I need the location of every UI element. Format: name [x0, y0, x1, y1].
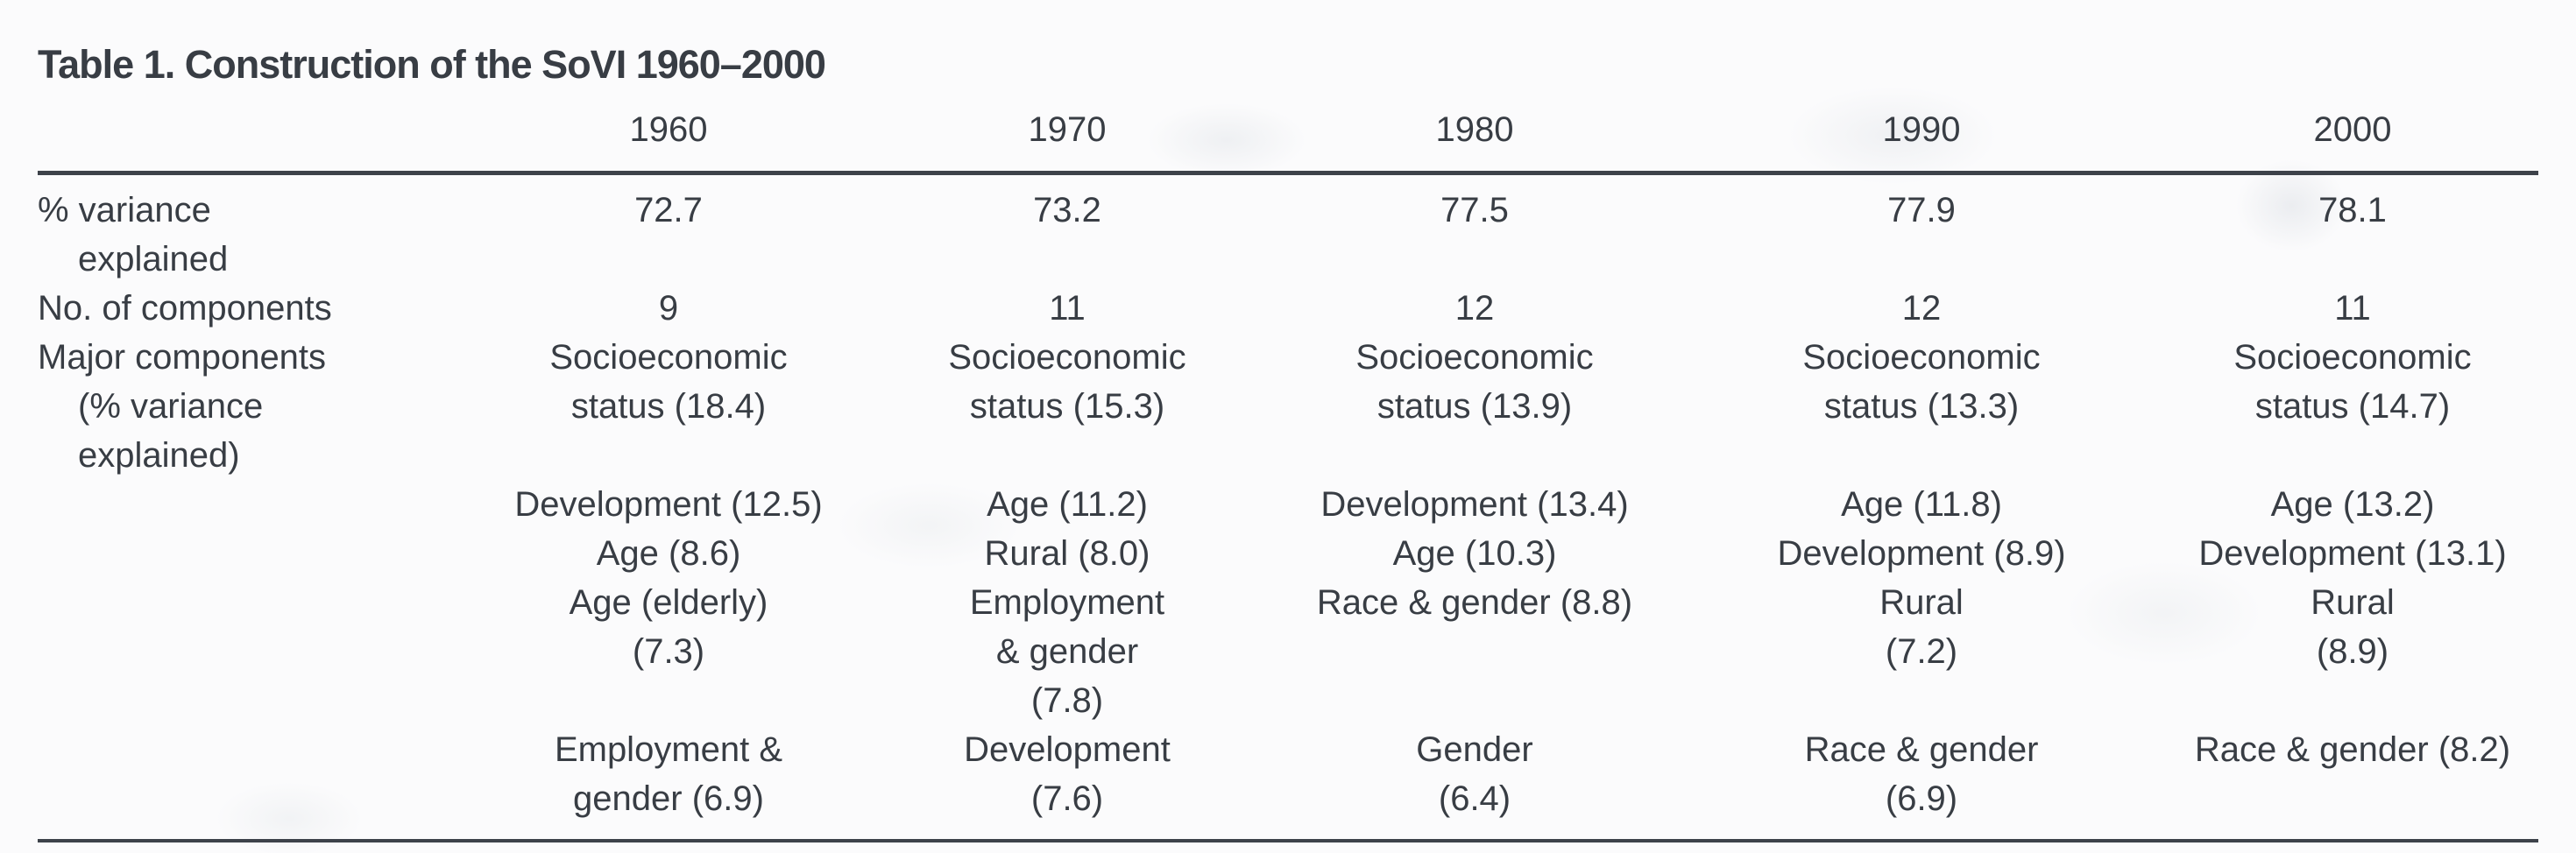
cell-2000-major-components: Socioeconomic status (14.7) Age (13.2) Deve…: [2167, 333, 2538, 842]
cell-1990-major-components: Socioeconomic status (13.3) Age (11.8) Deve…: [1676, 333, 2167, 842]
cell-line: status (13.9): [1376, 387, 1573, 426]
cell-line: (7.8): [1030, 681, 1104, 720]
cell-line: Rural: [2311, 583, 2395, 622]
cell-line: (7.3): [632, 632, 705, 671]
row-label-line: % variance: [38, 191, 211, 229]
cell-line: status (18.4): [570, 387, 767, 426]
cell-1990-variance-explained: 77.9: [1676, 173, 2167, 285]
cell-line: Development (13.4): [1320, 485, 1629, 524]
cell-2000-num-components: 11: [2167, 284, 2538, 333]
cell-line: [861, 431, 1273, 480]
cell-line: 73.2: [1033, 191, 1101, 229]
cell-line: Age (elderly): [569, 583, 768, 622]
cell-1970-major-components: Socioeconomic status (15.3) Age (11.2) Rura…: [861, 333, 1273, 842]
cell-line: (7.6): [1030, 779, 1104, 818]
cell-line: Age (13.2): [2270, 485, 2435, 524]
cell-line: Socioeconomic: [2233, 338, 2472, 377]
column-header-1970: 1970: [861, 89, 1273, 175]
cell-line: [1676, 676, 2167, 725]
row-label-line: Major components: [38, 338, 327, 377]
row-label-line: explained): [78, 436, 240, 475]
table-body: % variance explained 72.7 73.2 77.5 77.9 78.1 N…: [38, 173, 2538, 842]
cell-line: Development (12.5): [514, 485, 823, 524]
cell-line: status (13.3): [1823, 387, 2020, 426]
cell-line: Race & gender (8.2): [2194, 730, 2511, 769]
cell-1980-variance-explained: 77.5: [1273, 173, 1676, 285]
cell-line: 77.9: [1887, 191, 1956, 229]
cell-line: Development (8.9): [1777, 534, 2066, 573]
cell-line: & gender: [995, 632, 1139, 671]
sovi-table: 1960 1970 1980 1990 2000 % variance explained…: [38, 89, 2538, 842]
cell-line: [476, 676, 861, 725]
cell-line: (6.4): [1438, 779, 1511, 818]
cell-1960-variance-explained: 72.7: [476, 173, 861, 285]
cell-line: [476, 431, 861, 480]
cell-line: 78.1: [2318, 191, 2387, 229]
table-row-num-components: No. of components 9 11 12 12 11: [38, 284, 2538, 333]
cell-line: [1273, 676, 1676, 725]
cell-line: [1273, 431, 1676, 480]
cell-line: [1676, 431, 2167, 480]
cell-2000-variance-explained: 78.1: [2167, 173, 2538, 285]
cell-line: Socioeconomic: [1355, 338, 1594, 377]
row-label-line: No. of components: [38, 289, 332, 328]
cell-line: [2167, 431, 2538, 480]
header-row: 1960 1970 1980 1990 2000: [38, 89, 2538, 175]
cell-line: gender (6.9): [573, 779, 764, 818]
cell-line: [1273, 627, 1676, 676]
cell-line: Socioeconomic: [1802, 338, 2041, 377]
cell-1990-num-components: 12: [1676, 284, 2167, 333]
cell-line: Socioeconomic: [948, 338, 1186, 377]
row-label-line: (% variance: [78, 387, 264, 426]
cell-line: Race & gender: [1804, 730, 2039, 769]
cell-line: Development: [964, 730, 1171, 769]
column-header-1980: 1980: [1273, 89, 1676, 175]
cell-line: Employment: [969, 583, 1165, 622]
cell-line: Development (13.1): [2198, 534, 2507, 573]
column-header-2000: 2000: [2167, 89, 2538, 175]
row-label-variance-explained: % variance explained: [38, 173, 476, 285]
cell-line: Age (8.6): [596, 534, 741, 573]
cell-line: 12: [1454, 289, 1495, 328]
row-label-major-components: Major components (% variance explained): [38, 333, 476, 842]
cell-line: Race & gender (8.8): [1316, 583, 1633, 622]
cell-line: [2167, 676, 2538, 725]
cell-line: (7.2): [1885, 632, 1958, 671]
cell-line: (6.9): [1885, 779, 1958, 818]
table-row-major-components: Major components (% variance explained) Soc…: [38, 333, 2538, 842]
table-row-variance-explained: % variance explained 72.7 73.2 77.5 77.9 78.1: [38, 173, 2538, 285]
cell-line: Age (10.3): [1392, 534, 1557, 573]
cell-line: status (14.7): [2254, 387, 2451, 426]
cell-line: 11: [1049, 289, 1086, 328]
cell-line: Age (11.2): [987, 485, 1148, 524]
row-label-line: explained: [78, 240, 229, 278]
cell-line: Gender: [1416, 730, 1533, 769]
cell-line: Rural: [1879, 583, 1964, 622]
cell-1960-num-components: 9: [476, 284, 861, 333]
cell-line: [2167, 774, 2538, 823]
cell-line: Age (11.8): [1841, 485, 2002, 524]
cell-1980-num-components: 12: [1273, 284, 1676, 333]
cell-line: Socioeconomic: [549, 338, 788, 377]
cell-line: Employment &: [554, 730, 783, 769]
cell-line: status (15.3): [969, 387, 1165, 426]
cell-line: Rural (8.0): [984, 534, 1150, 573]
cell-line: 11: [2334, 289, 2371, 328]
cell-line: 77.5: [1440, 191, 1509, 229]
cell-line: (8.9): [2316, 632, 2389, 671]
table-head: 1960 1970 1980 1990 2000: [38, 89, 2538, 175]
cell-1970-variance-explained: 73.2: [861, 173, 1273, 285]
cell-1960-major-components: Socioeconomic status (18.4) Development (1…: [476, 333, 861, 842]
row-label-num-components: No. of components: [38, 284, 476, 333]
column-header-1990: 1990: [1676, 89, 2167, 175]
table-title: Table 1. Construction of the SoVI 1960–2…: [38, 42, 826, 87]
paper-page: Table 1. Construction of the SoVI 1960–2…: [38, 40, 2538, 842]
cell-line: 72.7: [634, 191, 703, 229]
cell-1980-major-components: Socioeconomic status (13.9) Development (1…: [1273, 333, 1676, 842]
cell-1970-num-components: 11: [861, 284, 1273, 333]
column-header-1960: 1960: [476, 89, 861, 175]
cell-line: 12: [1901, 289, 1942, 328]
corner-cell: [38, 89, 476, 175]
cell-line: 9: [658, 289, 679, 328]
